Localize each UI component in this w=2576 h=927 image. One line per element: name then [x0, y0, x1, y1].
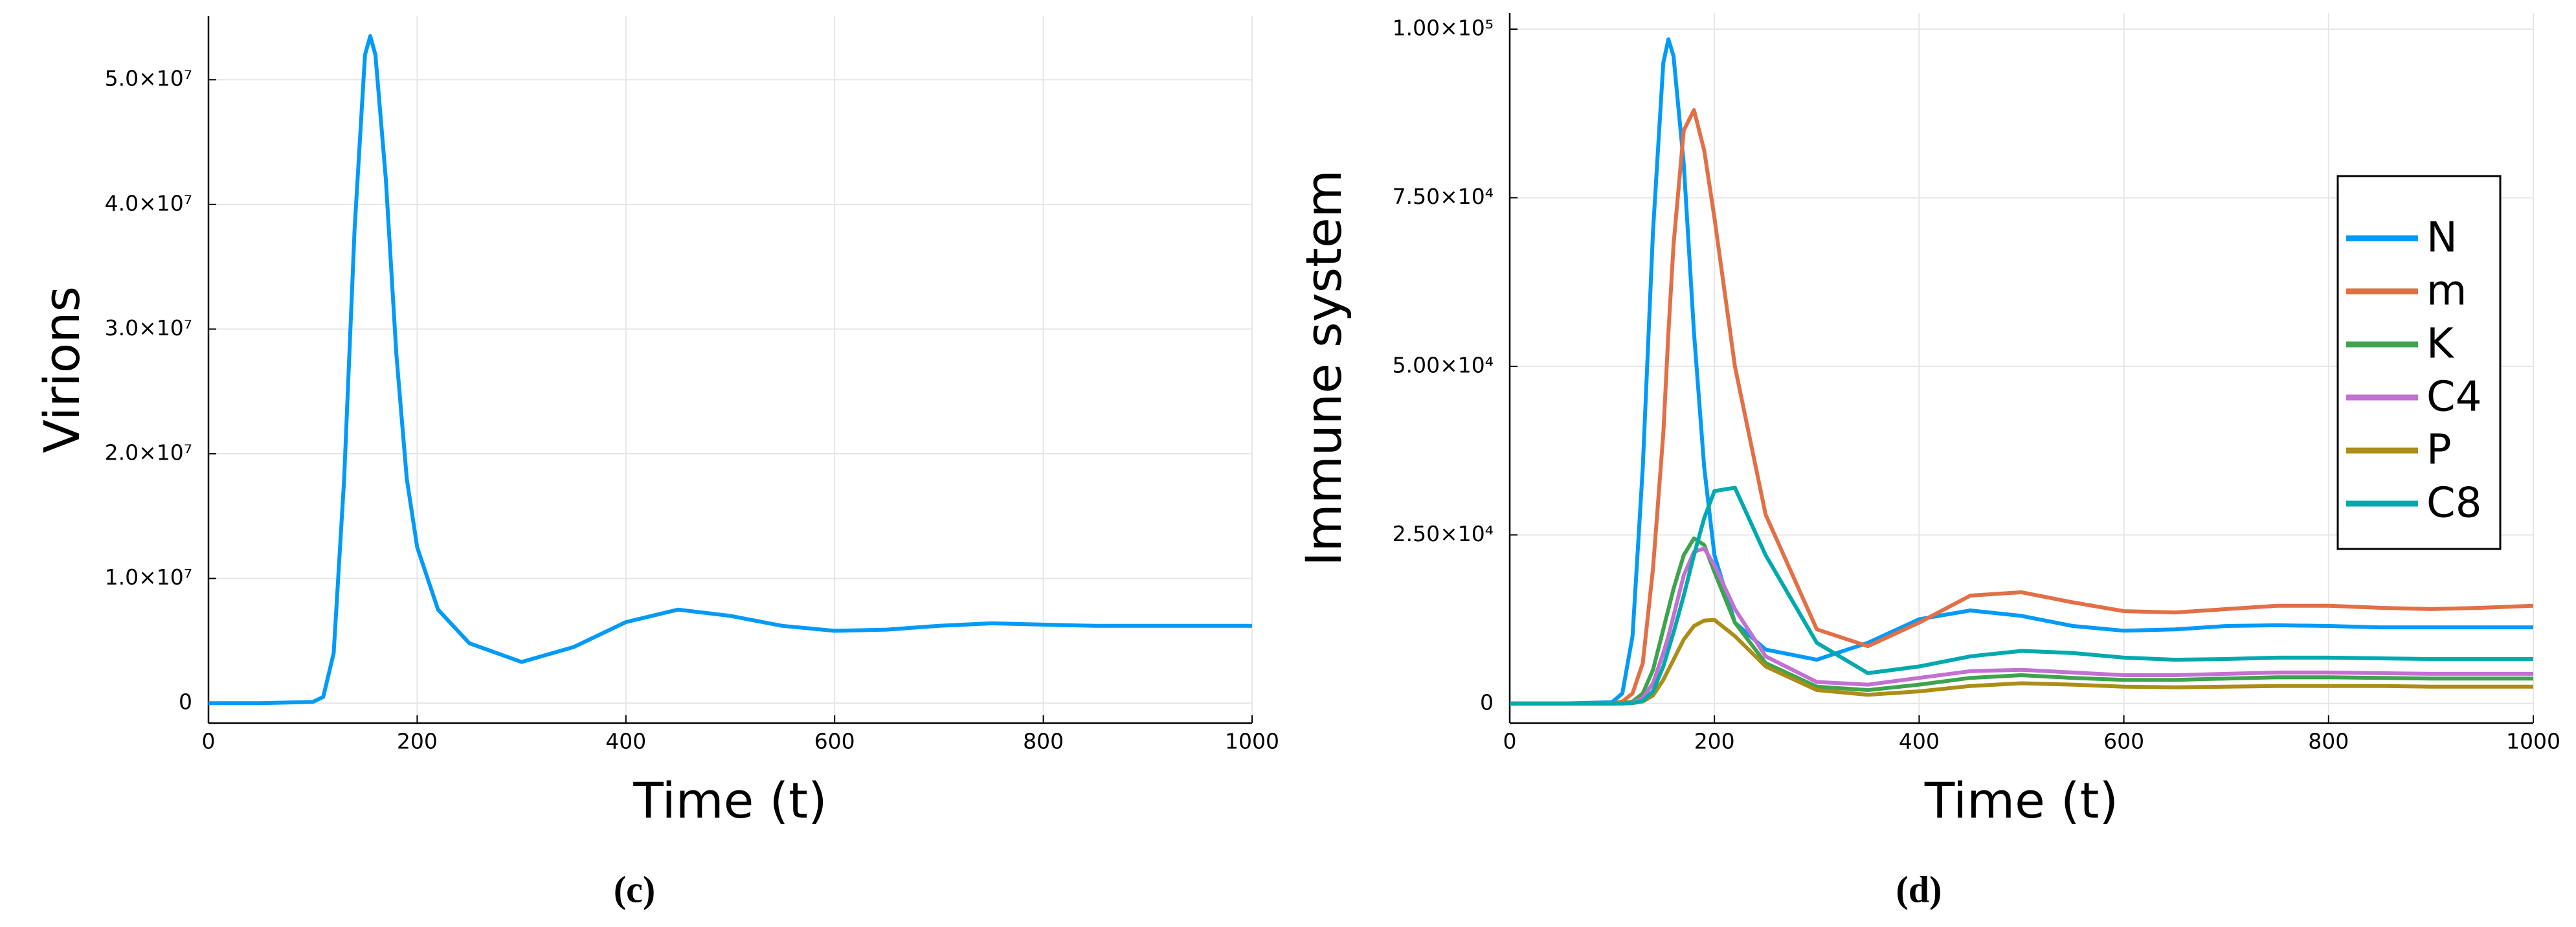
x-axis-title: Time (t) [633, 772, 827, 829]
y-tick-label: 7.50×10⁴ [1393, 184, 1494, 209]
line-series [208, 34, 1252, 706]
x-tick-label: 800 [2308, 729, 2349, 754]
y-tick-label: 5.0×10⁷ [105, 66, 192, 91]
y-tick-label: 3.0×10⁷ [105, 315, 192, 341]
x-tick-label: 600 [814, 729, 855, 754]
x-tick-label: 800 [1023, 729, 1064, 754]
y-tick-label: 5.00×10⁴ [1393, 352, 1494, 377]
y-tick-label: 0 [1480, 689, 1494, 715]
line-series [1510, 536, 2533, 706]
y-tick-label: 1.0×10⁷ [105, 564, 192, 590]
legend-label: P [2426, 427, 2452, 475]
y-tick-label: 0 [179, 689, 192, 715]
line-series [1510, 546, 2533, 706]
x-tick-label: 1000 [1225, 729, 1279, 754]
legend-label: N [2426, 214, 2458, 262]
legend-label: C8 [2426, 480, 2481, 528]
y-tick-label: 1.00×10⁵ [1393, 16, 1494, 41]
x-axis-title: Time (t) [1924, 772, 2118, 829]
legend-label: m [2426, 267, 2467, 315]
line-series [1510, 37, 2533, 706]
legend-label: C4 [2426, 374, 2481, 421]
caption: (d) [1896, 868, 1942, 910]
x-tick-label: 400 [1899, 729, 1940, 754]
x-tick-label: 200 [1694, 729, 1735, 754]
x-tick-label: 600 [2103, 729, 2144, 754]
caption: (c) [614, 868, 655, 910]
x-tick-label: 0 [202, 729, 216, 754]
line-series [1510, 486, 2533, 706]
y-tick-label: 2.50×10⁴ [1393, 521, 1494, 546]
x-tick-label: 200 [397, 729, 438, 754]
x-tick-label: 400 [605, 729, 646, 754]
y-axis-title: Immune system [1295, 170, 1352, 566]
line-series [1510, 108, 2534, 706]
y-tick-label: 2.0×10⁷ [105, 440, 192, 465]
legend-label: K [2426, 320, 2455, 368]
x-tick-label: 1000 [2506, 729, 2560, 754]
y-axis-title: Virions [33, 286, 91, 453]
x-tick-label: 0 [1503, 729, 1517, 754]
y-tick-label: 4.0×10⁷ [105, 190, 192, 216]
